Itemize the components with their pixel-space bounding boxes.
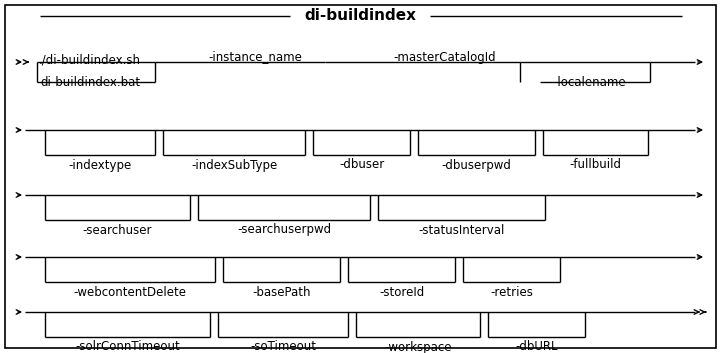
Text: -soTimeout: -soTimeout xyxy=(250,341,316,353)
Text: -workspace: -workspace xyxy=(384,341,452,353)
Text: -searchuserpwd: -searchuserpwd xyxy=(237,223,331,237)
Text: -dbuserpwd: -dbuserpwd xyxy=(441,158,511,172)
Text: -storeId: -storeId xyxy=(379,286,424,299)
Text: -fullbuild: -fullbuild xyxy=(570,158,622,172)
Text: -basePath: -basePath xyxy=(252,286,311,299)
Text: di-buildindex: di-buildindex xyxy=(304,8,417,24)
Text: -indexSubType: -indexSubType xyxy=(191,158,277,172)
Text: -indextype: -indextype xyxy=(68,158,132,172)
Text: ./di-buildindex.sh: ./di-buildindex.sh xyxy=(39,54,141,66)
Text: di-buildindex.bat: di-buildindex.bat xyxy=(40,77,140,90)
Text: -retries: -retries xyxy=(490,286,533,299)
Text: -webcontentDelete: -webcontentDelete xyxy=(74,286,187,299)
Text: -searchuser: -searchuser xyxy=(83,223,152,237)
Text: -dbURL: -dbURL xyxy=(516,341,558,353)
Text: -dbuser: -dbuser xyxy=(339,158,384,172)
Text: -statusInterval: -statusInterval xyxy=(418,223,505,237)
Text: -localename: -localename xyxy=(554,77,627,90)
Text: -masterCatalogId: -masterCatalogId xyxy=(394,50,496,64)
Text: -instance_name: -instance_name xyxy=(208,50,302,64)
Text: -solrConnTimeout: -solrConnTimeout xyxy=(75,341,180,353)
